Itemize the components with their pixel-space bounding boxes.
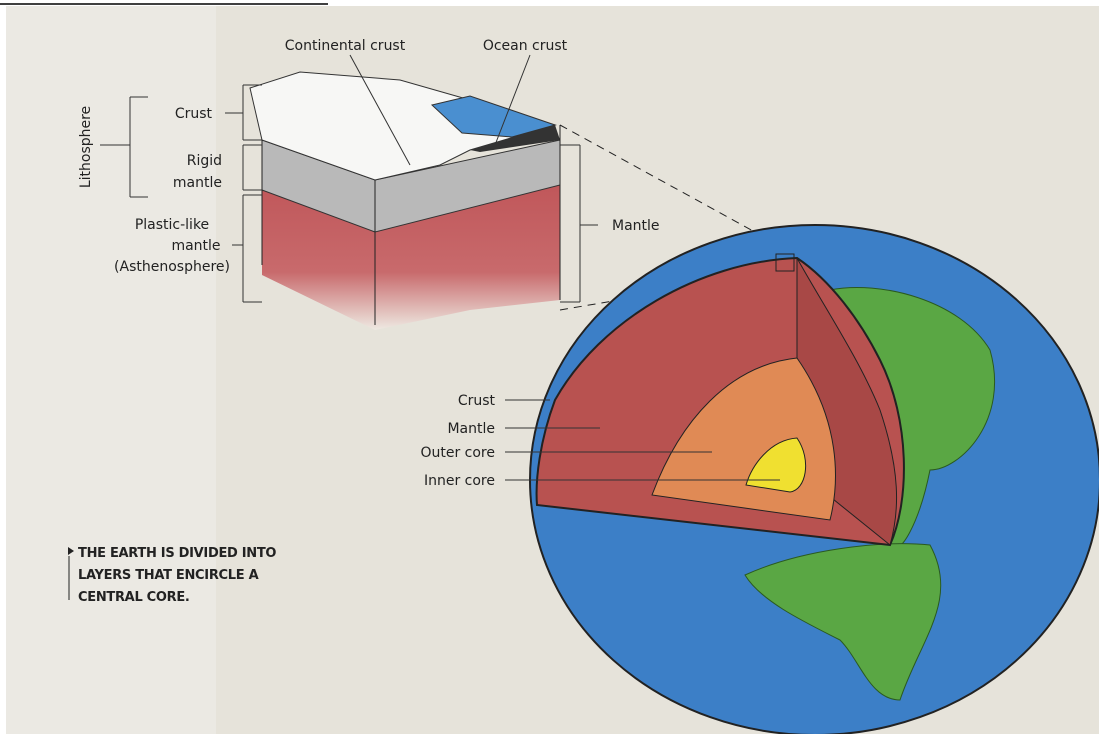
bracket (100, 96, 148, 198)
zoom-box (775, 253, 795, 272)
caption: LAYERS THAT ENCIRCLE A (78, 568, 259, 583)
bracket (242, 144, 262, 191)
label: Crust (458, 393, 496, 409)
label: Rigid (187, 153, 222, 169)
block-diagram (249, 71, 561, 330)
ocean (430, 95, 557, 138)
ocean-crust (470, 125, 560, 152)
label: (Asthenosphere) (114, 259, 230, 275)
inner-core (745, 437, 807, 493)
label: Plastic-like (135, 217, 209, 233)
leader (349, 54, 531, 166)
asthenosphere (262, 185, 560, 330)
label: Outer core (420, 445, 495, 461)
bracket (225, 84, 262, 141)
bracket (232, 194, 262, 303)
label: Inner core (424, 473, 495, 489)
label: Lithosphere (78, 106, 94, 188)
label: mantle (171, 238, 220, 254)
bracket (560, 144, 598, 303)
continent (744, 543, 942, 701)
caption: THE EARTH IS DIVIDED INTO (78, 546, 276, 561)
caption: CENTRAL CORE. (78, 590, 190, 605)
label: Continental crust (285, 38, 406, 54)
caption-marker (68, 547, 74, 555)
label: mantle (173, 175, 222, 191)
background-strip (6, 6, 216, 734)
label: Mantle (612, 218, 660, 234)
label: Ocean crust (483, 38, 568, 54)
earth (529, 224, 1099, 734)
label: Mantle (447, 421, 495, 437)
leader (505, 399, 780, 481)
label: Crust (175, 106, 213, 122)
